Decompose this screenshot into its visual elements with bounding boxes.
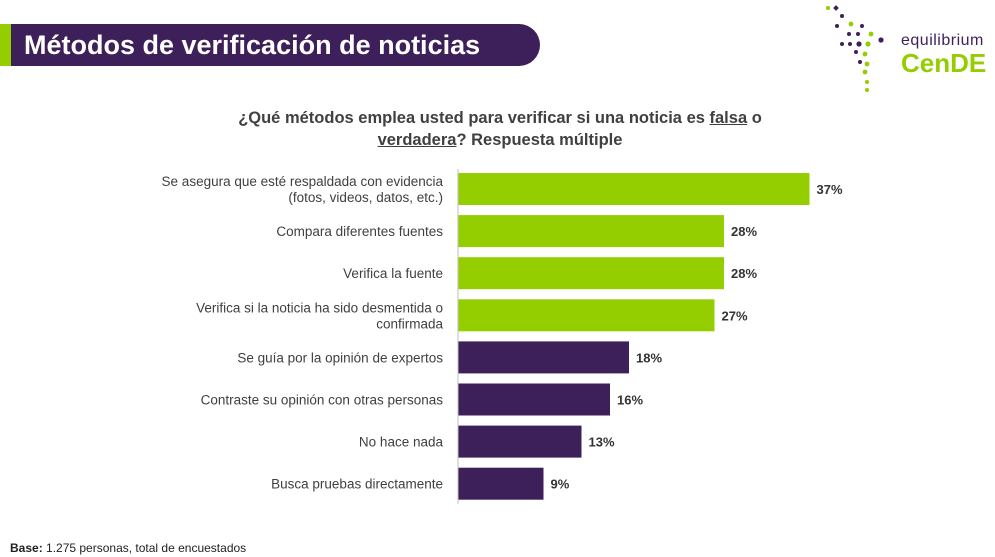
logo: equilibrium CenDE [815,4,990,94]
category-label-4-line-2: confirmada [376,316,443,331]
logo-dots-icon [826,5,884,92]
question-text-end: ? Respuesta múltiple [456,131,623,149]
category-label-3: Verifica la fuente [343,266,443,281]
logo-name: CenDE [901,48,987,78]
value-label-8: 9% [551,477,570,492]
question-underline-falsa: falsa [709,109,748,127]
value-label-6: 16% [617,393,643,408]
question-underline-verdadera: verdadera [377,131,457,149]
category-label-1-line-1: Se asegura que esté respaldada con evide… [162,174,444,189]
bar-5 [458,341,629,374]
category-label-8: Busca pruebas directamente [271,477,443,492]
bar-6 [458,383,610,416]
bar-1 [458,173,810,205]
question-text: ¿Qué métodos emplea usted para verificar… [238,109,710,127]
logo-subtitle: equilibrium [901,32,984,49]
bar-4 [458,299,715,332]
bar-3 [458,257,724,290]
banner-accent [0,24,11,66]
value-label-1: 37% [817,182,843,197]
footer-base-label: Base: [10,541,43,555]
title-banner: Métodos de verificación de noticias [0,24,540,66]
footer-base-text: 1.275 personas, total de encuestados [42,541,247,555]
category-label-5: Se guía por la opinión de expertos [237,350,443,365]
chart-question: ¿Qué métodos emplea usted para verificar… [180,107,820,151]
bar-2 [458,215,724,248]
category-label-1-line-2: (fotos, videos, datos, etc.) [288,190,443,205]
value-label-3: 28% [731,266,757,281]
bar-8 [458,467,544,500]
value-label-4: 27% [722,308,748,323]
value-label-2: 28% [731,224,757,239]
footer-base: Base: 1.275 personas, total de encuestad… [10,541,246,555]
page-title: Métodos de verificación de noticias [24,30,481,60]
category-label-4-line-1: Verifica si la noticia ha sido desmentid… [196,300,443,315]
category-label-2: Compara diferentes fuentes [276,224,443,239]
category-label-6: Contraste su opinión con otras personas [201,393,444,408]
bar-7 [458,425,582,458]
category-label-7: No hace nada [359,435,444,450]
question-text-connector: o [747,109,762,127]
value-label-7: 13% [589,435,615,450]
value-label-5: 18% [636,350,662,365]
